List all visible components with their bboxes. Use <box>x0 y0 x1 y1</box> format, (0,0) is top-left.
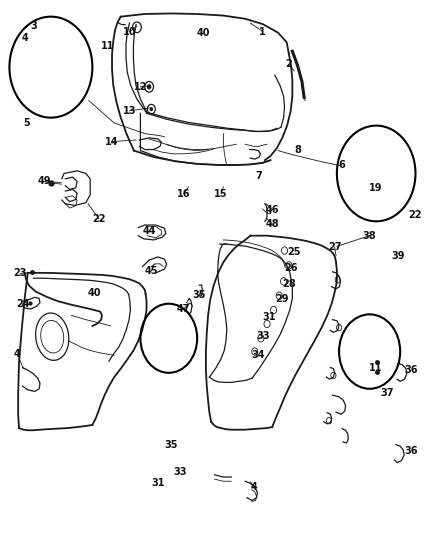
Text: 31: 31 <box>262 312 276 322</box>
Text: 16: 16 <box>177 189 191 199</box>
Text: 40: 40 <box>197 28 211 38</box>
Text: 35: 35 <box>164 440 178 450</box>
Text: 34: 34 <box>251 350 265 360</box>
Text: 22: 22 <box>409 211 422 221</box>
Text: 14: 14 <box>105 136 119 147</box>
Text: 36: 36 <box>404 365 418 375</box>
Text: 23: 23 <box>14 269 27 278</box>
Text: 7: 7 <box>255 171 261 181</box>
Text: 33: 33 <box>173 467 187 477</box>
Text: 4: 4 <box>251 482 257 491</box>
Text: 19: 19 <box>369 183 383 193</box>
Text: 4: 4 <box>14 349 21 359</box>
Text: 29: 29 <box>276 294 289 304</box>
Text: 10: 10 <box>123 27 136 37</box>
Text: 25: 25 <box>287 247 301 257</box>
Text: 44: 44 <box>142 227 156 237</box>
Text: 39: 39 <box>391 251 405 261</box>
Text: 49: 49 <box>38 176 51 187</box>
Text: 22: 22 <box>92 214 106 224</box>
Text: 31: 31 <box>151 478 165 488</box>
Circle shape <box>150 107 153 111</box>
Text: 47: 47 <box>177 304 190 314</box>
Text: 37: 37 <box>380 388 394 398</box>
Text: 35: 35 <box>193 289 206 300</box>
Text: 13: 13 <box>123 106 136 116</box>
Text: 36: 36 <box>404 446 418 456</box>
Text: 28: 28 <box>282 279 296 288</box>
Text: 33: 33 <box>256 330 269 341</box>
Text: 38: 38 <box>363 231 376 241</box>
Text: 24: 24 <box>16 298 29 309</box>
Text: 3: 3 <box>30 21 37 31</box>
Text: 46: 46 <box>265 205 279 215</box>
Text: 45: 45 <box>145 266 158 276</box>
Circle shape <box>147 84 151 90</box>
Text: 27: 27 <box>328 242 342 252</box>
Text: 11: 11 <box>369 362 383 373</box>
Text: 11: 11 <box>101 41 114 51</box>
Text: 8: 8 <box>294 144 301 155</box>
Text: 15: 15 <box>215 189 228 199</box>
Text: 26: 26 <box>284 263 298 272</box>
Text: 5: 5 <box>24 118 30 128</box>
Text: 2: 2 <box>286 60 292 69</box>
Text: 4: 4 <box>21 33 28 43</box>
Text: 1: 1 <box>259 27 266 37</box>
Text: 12: 12 <box>134 82 147 92</box>
Text: 48: 48 <box>265 219 279 229</box>
Text: 40: 40 <box>88 288 101 298</box>
Text: 6: 6 <box>338 160 345 171</box>
